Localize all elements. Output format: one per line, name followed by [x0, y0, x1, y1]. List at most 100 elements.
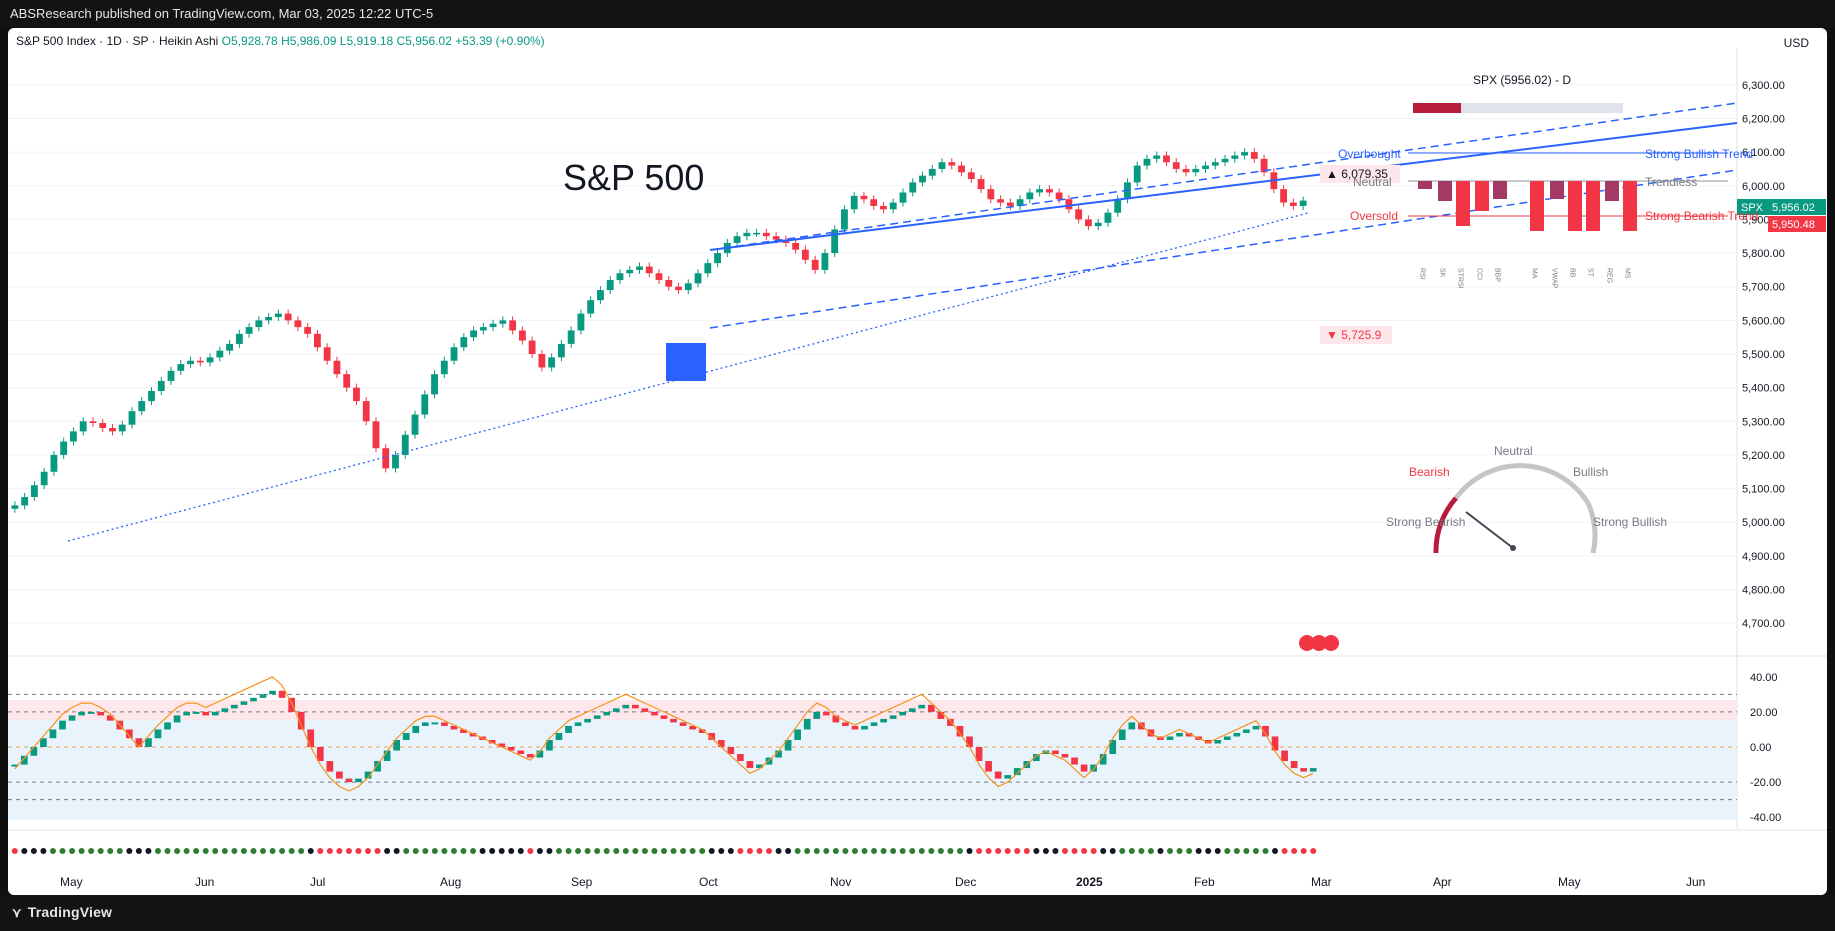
candle[interactable]	[841, 209, 848, 230]
candle[interactable]	[1299, 200, 1307, 206]
candle[interactable]	[157, 380, 165, 392]
candle[interactable]	[265, 316, 273, 321]
candle[interactable]	[899, 192, 907, 203]
candle[interactable]	[362, 401, 370, 422]
candle[interactable]	[1211, 162, 1219, 166]
candle[interactable]	[1143, 158, 1151, 166]
candle[interactable]	[450, 347, 458, 361]
channel-upper-line[interactable]	[709, 102, 1738, 251]
candle[interactable]	[1241, 152, 1248, 156]
candle[interactable]	[128, 411, 136, 425]
candle[interactable]	[548, 357, 556, 368]
candle[interactable]	[1221, 158, 1229, 163]
candle[interactable]	[1104, 212, 1112, 223]
candle[interactable]	[109, 428, 116, 432]
candle[interactable]	[733, 236, 741, 243]
candle[interactable]	[714, 253, 721, 264]
candle[interactable]	[616, 273, 624, 280]
channel-lower-line[interactable]	[709, 169, 1738, 329]
candle[interactable]	[850, 195, 858, 210]
candle[interactable]	[11, 505, 19, 509]
candle[interactable]	[1163, 155, 1170, 163]
candle[interactable]	[860, 195, 868, 200]
candle[interactable]	[118, 424, 126, 432]
candle[interactable]	[333, 360, 341, 375]
candle[interactable]	[470, 330, 477, 338]
candle[interactable]	[987, 189, 995, 200]
candle[interactable]	[177, 364, 185, 371]
candle[interactable]	[1084, 219, 1092, 227]
chart-frame[interactable]: S&P 500 Index · 1D · SP · Heikin Ashi O5…	[8, 28, 1827, 895]
candle[interactable]	[1172, 162, 1180, 169]
trend-main-line[interactable]	[709, 122, 1738, 251]
candle[interactable]	[499, 320, 507, 324]
candle[interactable]	[557, 343, 565, 358]
pencil-marker-icon[interactable]	[666, 343, 706, 381]
candle[interactable]	[50, 454, 58, 472]
candle[interactable]	[636, 266, 643, 270]
candle[interactable]	[577, 313, 585, 331]
candle[interactable]	[1231, 155, 1239, 159]
candle[interactable]	[811, 259, 819, 270]
candle[interactable]	[1153, 155, 1161, 159]
candle[interactable]	[1133, 165, 1141, 183]
candle[interactable]	[401, 434, 409, 455]
candle[interactable]	[645, 266, 653, 274]
candle[interactable]	[997, 199, 1004, 203]
candle[interactable]	[1016, 199, 1024, 206]
candle[interactable]	[928, 168, 936, 176]
candle[interactable]	[148, 391, 155, 402]
candle[interactable]	[138, 401, 146, 412]
event-flag-icon[interactable]	[1299, 635, 1315, 651]
candle[interactable]	[226, 343, 234, 351]
candle[interactable]	[392, 454, 399, 469]
candle[interactable]	[343, 374, 351, 388]
candle[interactable]	[1182, 168, 1190, 173]
candle[interactable]	[870, 199, 878, 206]
candle[interactable]	[99, 422, 107, 429]
candle[interactable]	[245, 327, 253, 334]
candle[interactable]	[30, 485, 38, 497]
candle[interactable]	[518, 330, 526, 341]
candle[interactable]	[294, 320, 302, 328]
candle[interactable]	[1289, 202, 1297, 206]
candle[interactable]	[284, 313, 292, 321]
event-flag-icon[interactable]	[1323, 635, 1339, 651]
candle[interactable]	[938, 162, 946, 169]
candle[interactable]	[206, 357, 214, 363]
candle[interactable]	[509, 320, 517, 331]
candle[interactable]	[704, 263, 712, 274]
candle[interactable]	[694, 273, 702, 284]
candle[interactable]	[196, 360, 204, 363]
candle[interactable]	[21, 497, 29, 506]
candle[interactable]	[880, 205, 887, 210]
candle[interactable]	[440, 360, 448, 375]
candle[interactable]	[655, 273, 663, 280]
candle[interactable]	[675, 286, 682, 291]
candle[interactable]	[1055, 192, 1063, 200]
candle[interactable]	[772, 236, 780, 240]
candle[interactable]	[479, 327, 487, 331]
candle[interactable]	[255, 320, 263, 328]
candle[interactable]	[382, 448, 390, 469]
candle[interactable]	[606, 279, 614, 291]
tradingview-logo[interactable]: ⋎ TradingView	[12, 904, 113, 920]
candle[interactable]	[567, 330, 575, 344]
candle[interactable]	[1260, 158, 1268, 173]
price-chart-svg[interactable]: 6,300.006,200.006,100.006,000.005,900.00…	[8, 28, 1827, 895]
candle[interactable]	[1250, 152, 1258, 159]
candle[interactable]	[958, 165, 965, 173]
candle[interactable]	[235, 333, 243, 344]
candle[interactable]	[489, 323, 497, 328]
candle[interactable]	[538, 354, 546, 368]
candle[interactable]	[792, 242, 800, 250]
candle[interactable]	[801, 249, 809, 260]
candle[interactable]	[1075, 209, 1083, 220]
candle[interactable]	[1094, 222, 1102, 227]
candle[interactable]	[626, 269, 634, 274]
candle[interactable]	[1026, 192, 1034, 200]
candle[interactable]	[187, 360, 194, 365]
candle[interactable]	[460, 337, 468, 348]
candle[interactable]	[314, 333, 321, 348]
candle[interactable]	[919, 175, 926, 183]
